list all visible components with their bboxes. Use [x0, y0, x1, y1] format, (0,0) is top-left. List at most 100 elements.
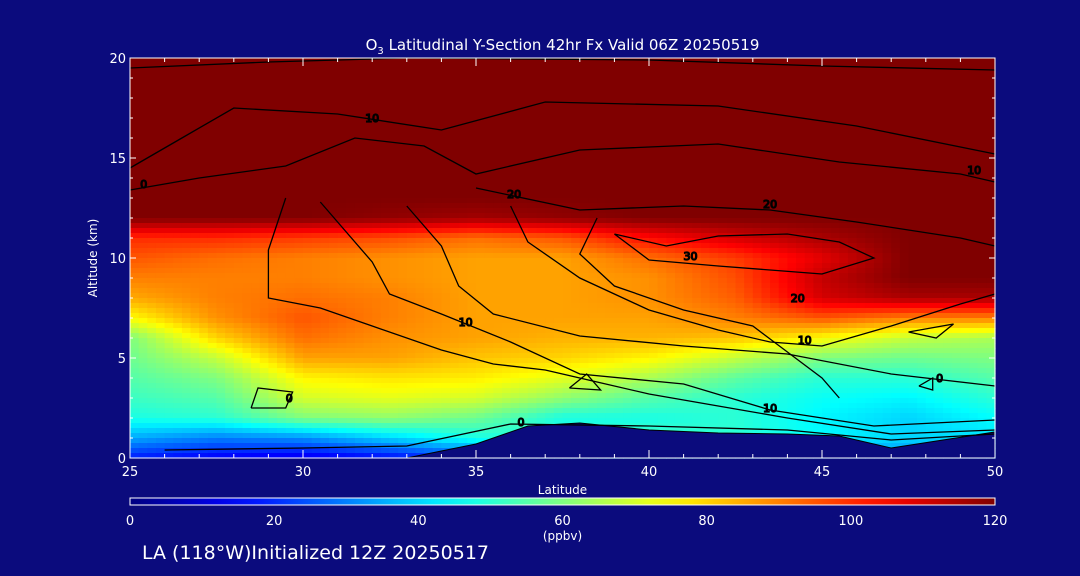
heatmap-cell: [752, 258, 763, 264]
heatmap-cell: [363, 103, 373, 109]
heatmap-cell: [216, 143, 226, 149]
heatmap-cell: [432, 298, 442, 304]
heatmap-cell: [700, 183, 711, 189]
heatmap-cell: [882, 178, 892, 184]
heatmap-cell: [147, 148, 157, 154]
heatmap-cell: [406, 223, 417, 229]
heatmap-cell: [683, 248, 693, 254]
heatmap-cell: [562, 278, 572, 284]
heatmap-cell: [796, 188, 806, 194]
heatmap-cell: [207, 218, 218, 224]
heatmap-cell: [873, 63, 884, 69]
heatmap-cell: [354, 293, 365, 299]
heatmap-cell: [735, 283, 745, 289]
heatmap-cell: [354, 173, 365, 179]
heatmap-cell: [770, 123, 780, 129]
heatmap-cell: [493, 88, 503, 94]
heatmap-cell: [277, 228, 287, 234]
heatmap-cell: [450, 248, 460, 254]
heatmap-cell: [216, 278, 226, 284]
heatmap-cell: [155, 303, 166, 309]
heatmap-cell: [545, 128, 555, 134]
heatmap-cell: [553, 148, 564, 154]
heatmap-cell: [830, 288, 840, 294]
heatmap-cell: [216, 223, 226, 229]
heatmap-cell: [372, 193, 382, 199]
heatmap-cell: [925, 218, 936, 224]
heatmap-cell: [415, 123, 425, 129]
heatmap-cell: [960, 238, 970, 244]
heatmap-cell: [354, 73, 365, 79]
heatmap-cell: [674, 128, 685, 134]
heatmap-cell: [822, 248, 832, 254]
heatmap-cell: [969, 283, 979, 289]
heatmap-cell: [951, 193, 961, 199]
heatmap-cell: [571, 258, 581, 264]
heatmap-cell: [268, 243, 278, 249]
heatmap-cell: [657, 148, 667, 154]
heatmap-cell: [553, 293, 564, 299]
heatmap-cell: [519, 268, 529, 274]
heatmap-cell: [501, 93, 512, 99]
heatmap-cell: [389, 68, 399, 74]
heatmap-cell: [813, 108, 823, 114]
heatmap-cell: [406, 63, 417, 69]
heatmap-cell: [294, 178, 304, 184]
heatmap-cell: [130, 263, 140, 269]
heatmap-cell: [476, 263, 486, 269]
heatmap-cell: [207, 163, 218, 169]
heatmap-cell: [190, 218, 200, 224]
heatmap-cell: [891, 283, 901, 289]
heatmap-cell: [372, 143, 382, 149]
heatmap-cell: [943, 303, 953, 309]
heatmap-cell: [294, 208, 304, 214]
heatmap-cell: [718, 278, 728, 284]
heatmap-cell: [155, 263, 166, 269]
heatmap-cell: [311, 98, 321, 104]
heatmap-cell: [752, 133, 763, 139]
heatmap-cell: [268, 58, 278, 64]
heatmap-cell: [501, 188, 512, 194]
heatmap-cell: [614, 168, 624, 174]
heatmap-cell: [320, 293, 330, 299]
heatmap-cell: [372, 283, 382, 289]
heatmap-cell: [623, 273, 633, 279]
heatmap-cell: [476, 123, 486, 129]
heatmap-cell: [320, 243, 330, 249]
heatmap-cell: [700, 233, 711, 239]
heatmap-cell: [199, 73, 209, 79]
heatmap-cell: [891, 213, 901, 219]
heatmap-cell: [925, 163, 936, 169]
heatmap-cell: [190, 103, 200, 109]
heatmap-cell: [216, 88, 226, 94]
heatmap-cell: [804, 258, 814, 264]
heatmap-cell: [856, 83, 866, 89]
heatmap-cell: [277, 288, 287, 294]
heatmap-cell: [415, 98, 425, 104]
heatmap-cell: [657, 153, 667, 159]
heatmap-cell: [190, 158, 200, 164]
heatmap-cell: [199, 63, 209, 69]
heatmap-cell: [804, 303, 814, 309]
heatmap-cell: [605, 248, 615, 254]
heatmap-cell: [181, 203, 192, 209]
heatmap-cell: [709, 223, 719, 229]
heatmap-cell: [242, 148, 252, 154]
heatmap-cell: [735, 273, 745, 279]
heatmap-cell: [259, 213, 269, 219]
heatmap-cell: [744, 78, 754, 84]
heatmap-cell: [761, 173, 771, 179]
heatmap-cell: [986, 113, 996, 119]
heatmap-cell: [873, 273, 884, 279]
heatmap-cell: [917, 293, 927, 299]
heatmap-cell: [519, 193, 529, 199]
heatmap-cell: [138, 58, 148, 64]
heatmap-cell: [770, 248, 780, 254]
heatmap-cell: [614, 263, 624, 269]
heatmap-cell: [700, 128, 711, 134]
heatmap-cell: [562, 198, 572, 204]
heatmap-cell: [571, 293, 581, 299]
heatmap-cell: [778, 123, 788, 129]
heatmap-cell: [398, 283, 408, 289]
heatmap-cell: [726, 263, 737, 269]
